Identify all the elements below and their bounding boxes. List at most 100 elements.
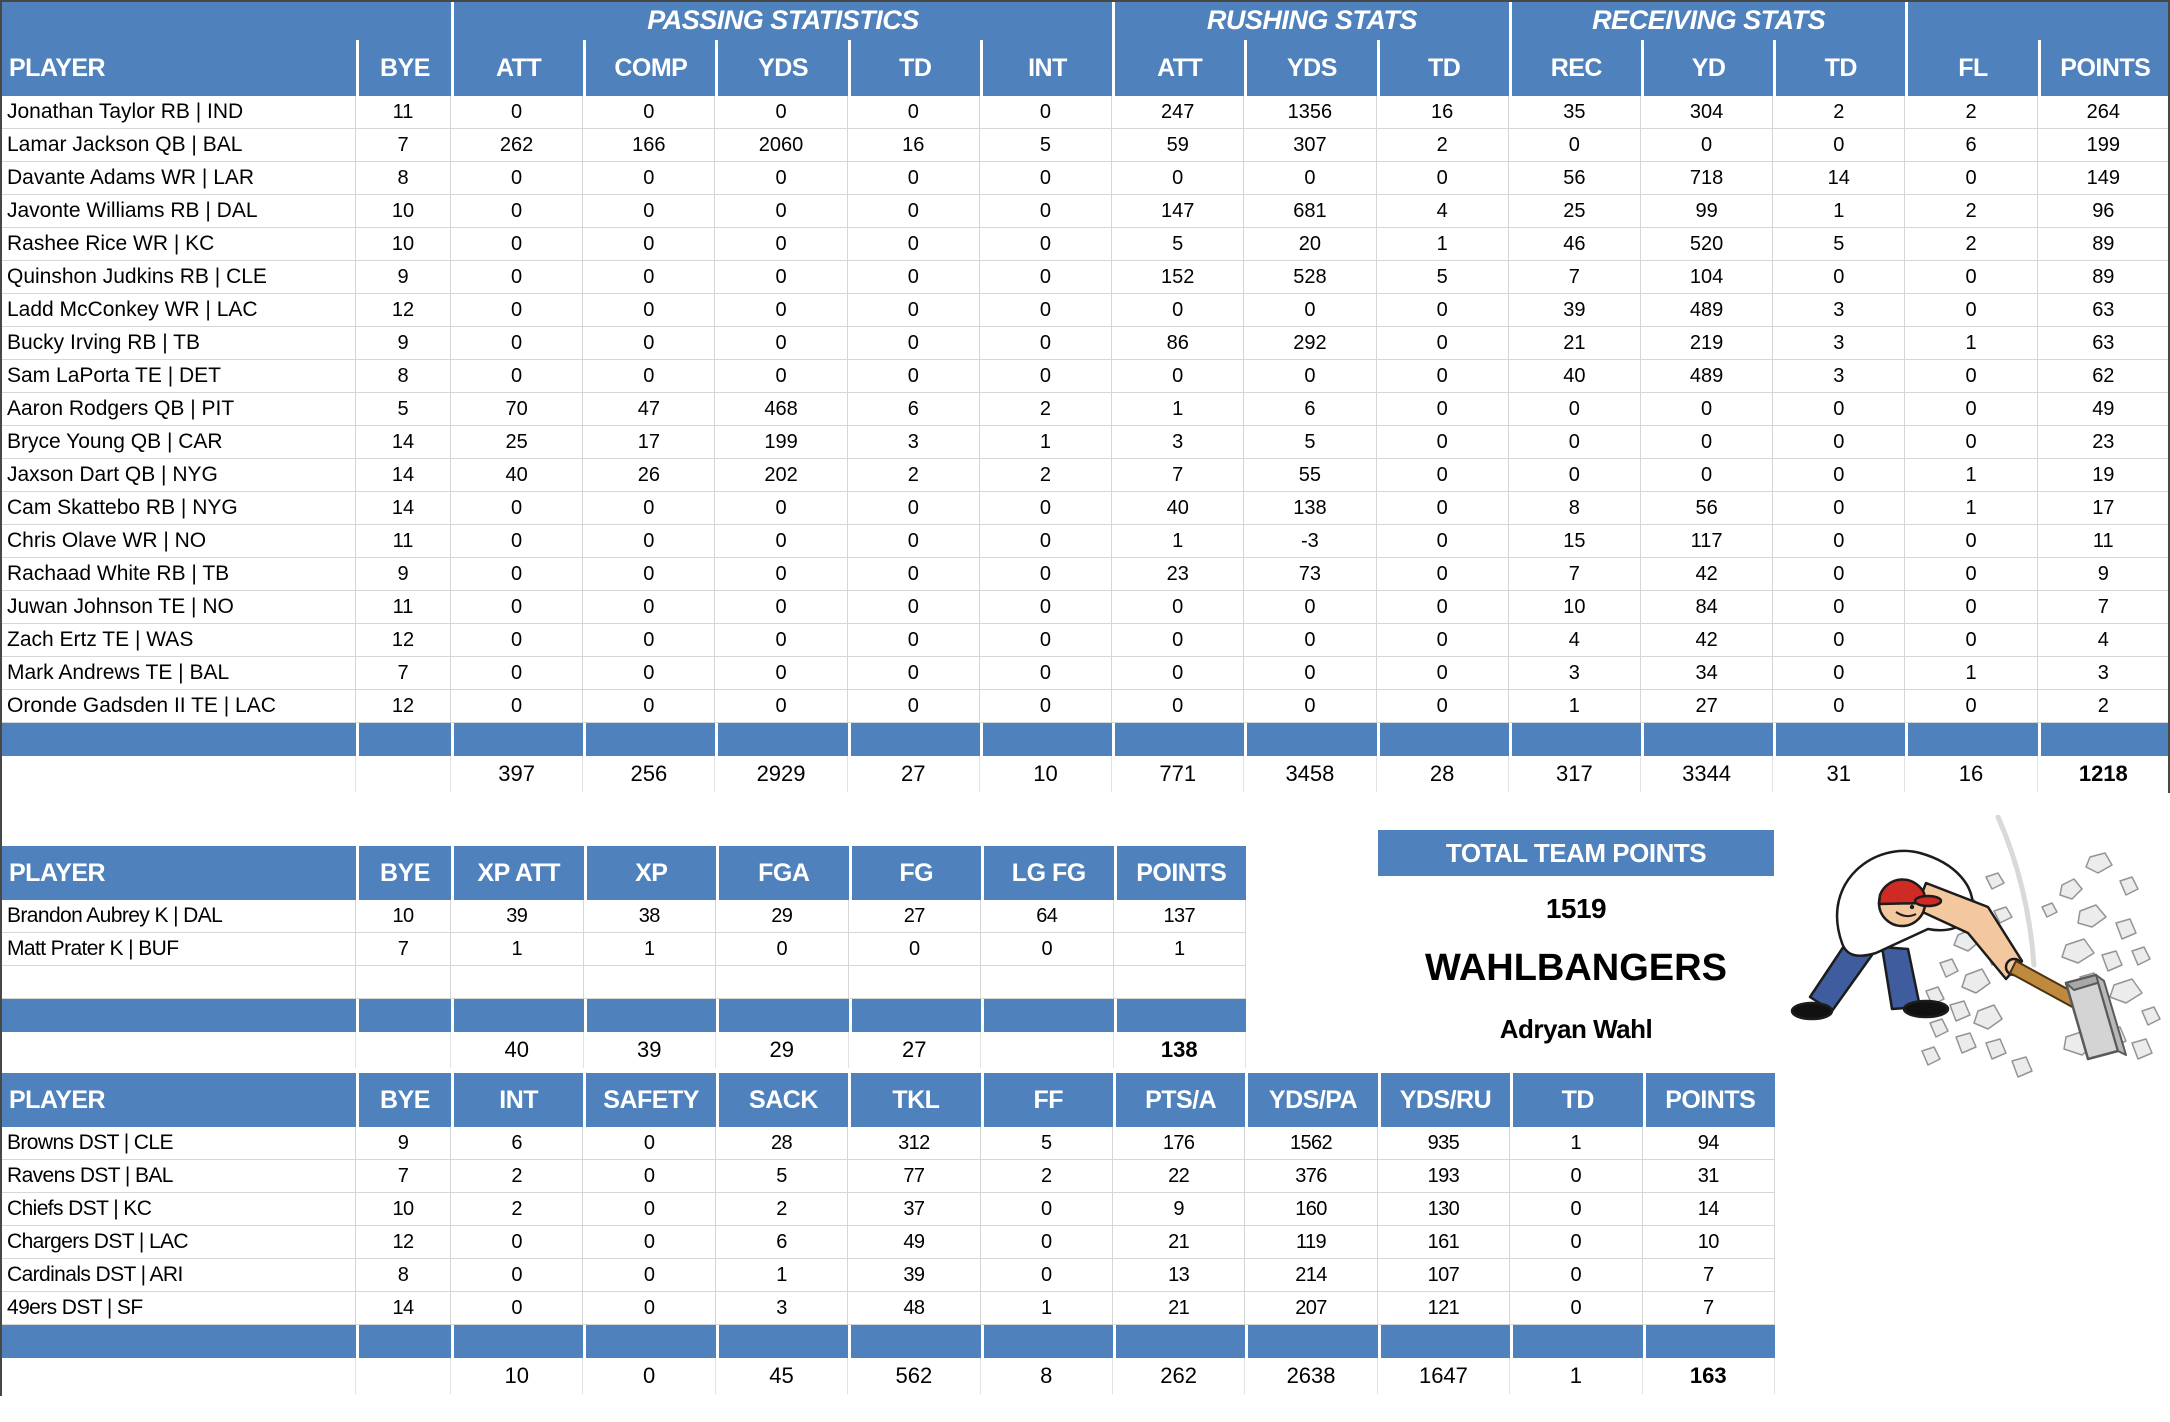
stat-cell: 9 xyxy=(356,1127,451,1160)
stat-cell: 0 xyxy=(1376,162,1509,195)
player-name-cell: Zach Ertz TE | WAS xyxy=(0,624,356,657)
stat-cell: 0 xyxy=(1510,1193,1643,1226)
stat-cell: 0 xyxy=(1376,294,1509,327)
stat-cell: 0 xyxy=(1905,591,2038,624)
sheet-border-right xyxy=(2168,0,2170,793)
stat-cell: 39 xyxy=(451,900,584,933)
sheet-border-left xyxy=(0,0,2,1396)
total-cell: 163 xyxy=(1643,1358,1775,1394)
stat-cell: 34 xyxy=(1640,657,1774,690)
player-row: Chiefs DST | KC 10 2 0 2 37 0 9 160 130 0 14 xyxy=(0,1193,1775,1226)
empty-cell xyxy=(848,966,981,999)
stat-cell: 1356 xyxy=(1244,96,1377,129)
team-name: WAHLBANGERS xyxy=(1425,947,1727,989)
stat-cell: 0 xyxy=(1773,426,1906,459)
stat-cell: 9 xyxy=(356,558,451,591)
stat-cell: 304 xyxy=(1640,96,1774,129)
stat-cell: 376 xyxy=(1245,1160,1378,1193)
player-row: Zach Ertz TE | WAS 12 0 0 0 0 0 0 0 0 4 42 0 0 4 xyxy=(0,624,2170,657)
stat-cell: 0 xyxy=(847,327,980,360)
stat-cell: 0 xyxy=(583,525,716,558)
total-cell: 10 xyxy=(980,756,1113,792)
stat-cell: 0 xyxy=(981,933,1114,966)
stat-cell: 4 xyxy=(2037,624,2170,657)
column-header: FL xyxy=(1905,40,2038,96)
column-header-row: PLAYER BYE INT SAFETY SACK TKL FF PTS/A YDS/PA YD… xyxy=(0,1073,1775,1127)
total-cell xyxy=(981,1032,1114,1068)
stat-cell: 56 xyxy=(1508,162,1641,195)
player-name-cell: Rachaad White RB | TB xyxy=(0,558,356,591)
stat-cell: 0 xyxy=(583,360,716,393)
stat-cell: 2 xyxy=(980,1160,1113,1193)
sledgehammer xyxy=(2009,960,2127,1061)
stat-cell: 7 xyxy=(1112,459,1245,492)
group-header-blank xyxy=(0,0,451,40)
separator-band-cell xyxy=(1112,1325,1246,1358)
stat-cell: 718 xyxy=(1640,162,1774,195)
total-cell: 1 xyxy=(1510,1358,1643,1394)
column-header: FF xyxy=(980,1073,1113,1127)
stat-cell: 0 xyxy=(979,327,1113,360)
group-header-blank xyxy=(1905,0,2170,40)
stat-cell: 0 xyxy=(715,690,848,723)
stat-cell: 7 xyxy=(356,1160,451,1193)
stat-cell: 0 xyxy=(1376,393,1509,426)
column-header: SAFETY xyxy=(583,1073,716,1127)
stat-cell: 0 xyxy=(451,558,584,591)
total-cell: 256 xyxy=(583,756,716,792)
total-cell: 1218 xyxy=(2038,756,2170,792)
stat-cell: 0 xyxy=(451,327,584,360)
column-header: YDS/PA xyxy=(1245,1073,1378,1127)
stat-cell: 11 xyxy=(356,591,451,624)
stat-cell: 0 xyxy=(1244,657,1377,690)
stat-cell: 89 xyxy=(2037,261,2170,294)
stat-cell: 70 xyxy=(451,393,584,426)
stat-cell: 104 xyxy=(1640,261,1774,294)
separator-band-cell xyxy=(583,1325,716,1358)
stat-cell: 2 xyxy=(2037,690,2170,723)
player-name-cell: 49ers DST | SF xyxy=(0,1292,356,1325)
player-name-cell: Juwan Johnson TE | NO xyxy=(0,591,356,624)
stat-cell: 59 xyxy=(1112,129,1245,162)
stat-cell: 0 xyxy=(1376,591,1509,624)
separator-band-cell xyxy=(0,1325,356,1358)
stat-cell: 0 xyxy=(1244,624,1377,657)
stat-cell: 0 xyxy=(583,1259,716,1292)
stat-cell: 199 xyxy=(715,426,848,459)
stat-cell: 0 xyxy=(1376,690,1509,723)
stat-cell: 1 xyxy=(1508,690,1641,723)
stat-cell: 0 xyxy=(979,360,1113,393)
stat-cell: 0 xyxy=(1510,1292,1643,1325)
player-row: Sam LaPorta TE | DET 8 0 0 0 0 0 0 0 0 40 489 3 0 62 xyxy=(0,360,2170,393)
stat-cell: 6 xyxy=(715,1226,849,1259)
stat-cell: 0 xyxy=(451,261,584,294)
column-header: INT xyxy=(451,1073,584,1127)
stat-cell: 0 xyxy=(847,657,980,690)
stat-cell: 7 xyxy=(356,933,451,966)
stat-cell: 0 xyxy=(1773,657,1906,690)
player-row: Rachaad White RB | TB 9 0 0 0 0 0 23 73 0 7 42 0 0 9 xyxy=(0,558,2170,591)
column-header: PTS/A xyxy=(1112,1073,1246,1127)
stat-cell: 1 xyxy=(1905,327,2038,360)
total-cell: 317 xyxy=(1509,756,1641,792)
separator-band-cell xyxy=(1508,723,1641,756)
player-row: Quinshon Judkins RB | CLE 9 0 0 0 0 0 152 528 5 7 1… xyxy=(0,261,2170,294)
stat-cell: 1 xyxy=(1773,195,1906,228)
empty-cell xyxy=(0,966,356,999)
stat-cell: 22 xyxy=(1112,1160,1246,1193)
separator-band-cell xyxy=(1244,723,1377,756)
separator-band-cell xyxy=(1377,1325,1511,1358)
stat-cell: 39 xyxy=(848,1259,981,1292)
player-name-cell: Browns DST | CLE xyxy=(0,1127,356,1160)
stat-cell: 0 xyxy=(1640,393,1774,426)
total-cell xyxy=(0,1358,356,1394)
empty-cell xyxy=(716,966,849,999)
stat-cell: 0 xyxy=(583,1292,716,1325)
player-name-cell: Quinshon Judkins RB | CLE xyxy=(0,261,356,294)
stat-cell: 17 xyxy=(2037,492,2170,525)
stat-cell: 107 xyxy=(1377,1259,1511,1292)
stat-cell: 0 xyxy=(583,327,716,360)
separator-band-cell xyxy=(1905,723,2038,756)
stat-cell: 1 xyxy=(1376,228,1509,261)
